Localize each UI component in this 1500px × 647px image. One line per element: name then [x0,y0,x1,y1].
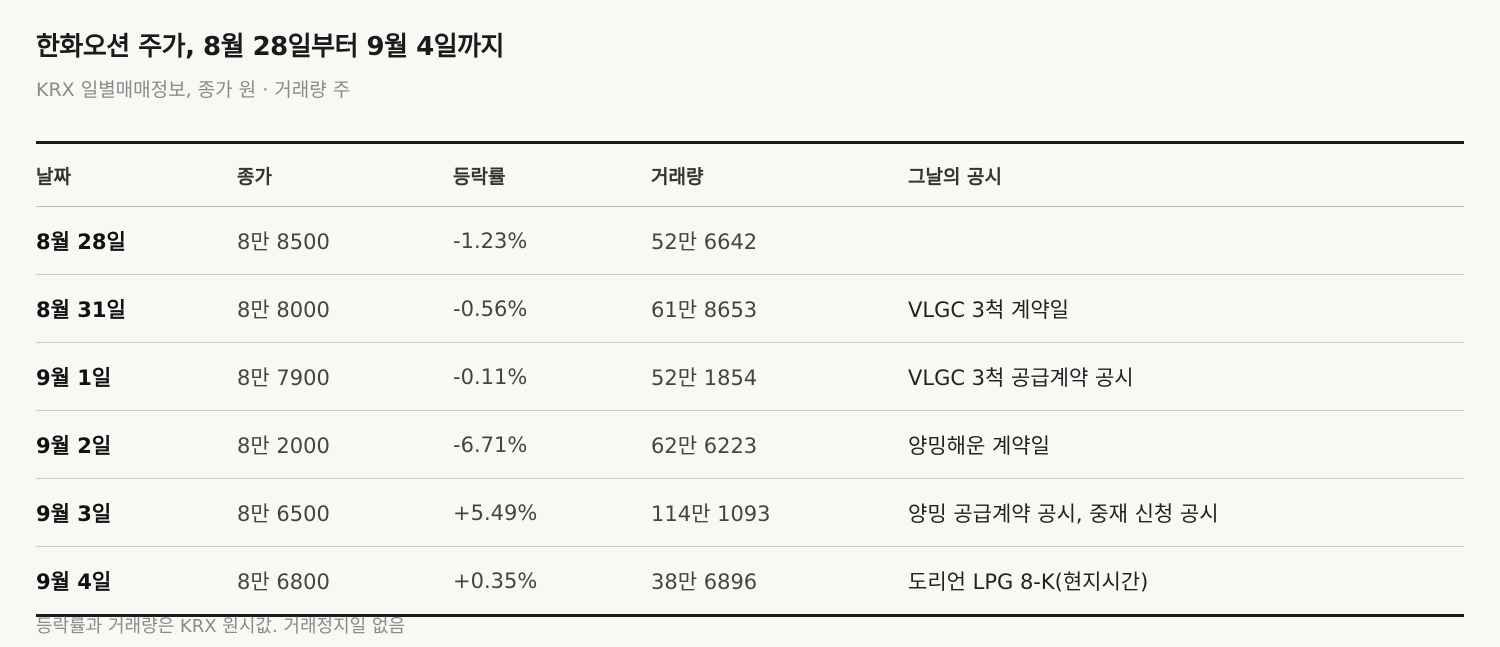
table-cell: 8만 8000 [237,297,330,322]
table-cell: 52만 1854 [651,365,758,390]
column-header: 날짜 [36,165,71,188]
column-header: 그날의 공시 [908,165,1003,188]
subtitle: KRX 일별매매정보, 종가 원 · 거래량 주 [36,79,351,101]
table-cell: 8만 7900 [237,365,330,390]
table-cell: +0.35% [453,568,538,593]
date-cell: 9월 4일 [36,569,112,594]
date-cell: 9월 3일 [36,501,112,526]
table-cell: 62만 6223 [651,433,758,458]
table-cell: -0.56% [453,296,528,321]
column-header: 종가 [237,165,272,188]
header-row: 날짜 종가 등락률 거래량 그날의 공시 [36,144,1464,206]
table-cell: 61만 8653 [651,297,758,322]
table-row: 9월 1일 8만 7900 -0.11% 52만 1854 VLGC 3척 공급계약 공… [36,342,1464,410]
table-cell: 양밍해운 계약일 [908,433,1050,458]
table-cell: 52만 6642 [651,229,758,254]
table-cell: 도리언 LPG 8-K(현지시간) [908,569,1149,594]
table-cell: 8만 2000 [237,433,330,458]
date-cell: 9월 2일 [36,433,112,458]
date-cell: 8월 28일 [36,229,126,254]
footnote: 등락률과 거래량은 KRX 원시값. 거래정지일 없음 [36,616,406,637]
table-row: 9월 3일 8만 6500 +5.49% 114만 1093 양밍 공급계약 공시, 중… [36,478,1464,546]
table-cell: -6.71% [453,432,528,457]
table-row: 9월 4일 8만 6800 +0.35% 38만 6896 도리언 LPG 8-K(현지… [36,546,1464,614]
table-cell: 양밍 공급계약 공시, 중재 신청 공시 [908,501,1219,526]
table-cell: 38만 6896 [651,569,758,594]
column-header: 등락률 [453,165,506,188]
table-row: 8월 28일 8만 8500 -1.23% 52만 6642 [36,206,1464,274]
title: 한화오션 주가, 8월 28일부터 9월 4일까지 [36,32,504,62]
table-cell: -1.23% [453,228,528,253]
table: 날짜 종가 등락률 거래량 그날의 공시 8월 28일 8만 8500 -1.23% 52만 6… [36,141,1464,617]
table-cell: VLGC 3척 계약일 [908,297,1069,322]
date-cell: 8월 31일 [36,297,126,322]
table-cell: 114만 1093 [651,501,771,526]
table-row: 8월 31일 8만 8000 -0.56% 61만 8653 VLGC 3척 계약일 [36,274,1464,342]
table-cell: 8만 6800 [237,569,330,594]
table-cell: 8만 8500 [237,229,330,254]
table-cell: 8만 6500 [237,501,330,526]
date-cell: 9월 1일 [36,365,112,390]
table-cell: -0.11% [453,364,528,389]
table-row: 9월 2일 8만 2000 -6.71% 62만 6223 양밍해운 계약일 [36,410,1464,478]
table-cell: +5.49% [453,500,538,525]
table-cell: VLGC 3척 공급계약 공시 [908,365,1134,390]
column-header: 거래량 [651,165,704,188]
